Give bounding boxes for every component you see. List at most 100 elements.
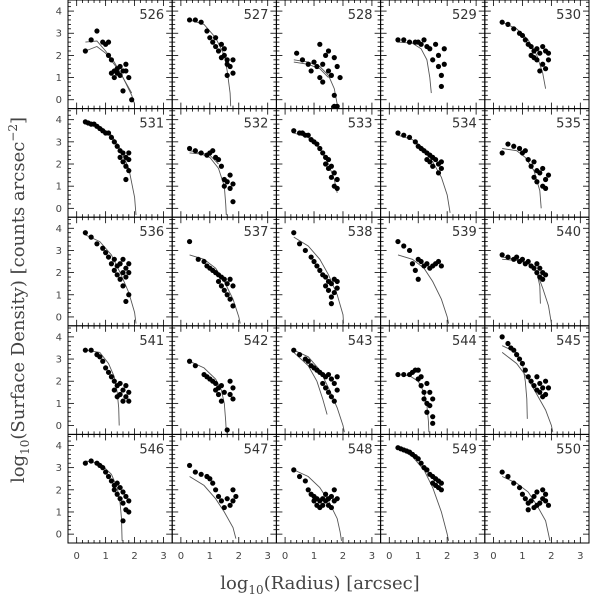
data-point xyxy=(204,28,210,34)
data-point xyxy=(111,256,117,262)
data-point xyxy=(111,378,117,384)
data-point xyxy=(406,247,413,254)
data-point xyxy=(224,292,230,298)
data-point xyxy=(296,241,303,247)
data-point xyxy=(210,480,216,486)
data-point xyxy=(108,478,115,484)
data-point xyxy=(123,163,129,169)
data-point xyxy=(412,139,418,145)
data-point xyxy=(192,17,198,23)
data-point xyxy=(525,507,531,513)
data-point xyxy=(519,256,526,262)
data-point xyxy=(221,46,227,52)
panel-527: 527 xyxy=(171,0,277,110)
data-point xyxy=(94,241,100,247)
data-point xyxy=(522,367,528,373)
data-point xyxy=(111,139,117,145)
data-point xyxy=(328,376,334,382)
x-tick-label: 2 xyxy=(131,551,137,562)
data-point xyxy=(126,74,132,81)
y-tick-label: 4 xyxy=(56,115,62,126)
data-point xyxy=(224,72,230,78)
data-point xyxy=(305,132,311,138)
x-tick-label: 3 xyxy=(369,551,375,562)
panel-number-label: 539 xyxy=(452,225,477,240)
panel-number-label: 545 xyxy=(556,334,581,349)
data-point xyxy=(323,274,329,280)
x-tick-label: 0 xyxy=(178,551,184,562)
data-point xyxy=(334,185,340,191)
data-point xyxy=(323,283,329,289)
data-point xyxy=(311,59,317,65)
data-point xyxy=(531,265,537,271)
data-point xyxy=(334,285,340,291)
data-point xyxy=(328,394,334,400)
data-point xyxy=(514,254,520,260)
data-point xyxy=(418,41,424,47)
data-point xyxy=(537,265,543,271)
y-tick-label: 3 xyxy=(56,355,62,366)
data-point xyxy=(100,358,106,364)
data-point xyxy=(511,347,517,353)
secondary-fit-line xyxy=(293,61,329,78)
data-point xyxy=(438,165,444,172)
panel-529: 529 xyxy=(380,0,486,110)
data-point xyxy=(542,176,549,183)
y-tick-label: 0 xyxy=(56,312,62,323)
data-point xyxy=(331,55,337,61)
data-point xyxy=(528,378,534,384)
x-axis-title-main: log xyxy=(220,573,248,594)
x-tick-label: 3 xyxy=(160,551,166,562)
panel-535: 535 xyxy=(484,108,590,218)
data-point xyxy=(218,283,225,289)
data-point xyxy=(105,130,112,136)
data-point xyxy=(331,487,337,493)
data-point xyxy=(334,387,340,393)
data-point xyxy=(320,150,326,156)
data-point xyxy=(519,32,526,39)
data-point xyxy=(120,489,126,495)
data-point xyxy=(430,414,436,420)
data-point xyxy=(401,371,407,378)
data-point xyxy=(126,292,132,298)
panel-number-label: 538 xyxy=(348,225,373,240)
data-point xyxy=(395,371,401,378)
data-point xyxy=(516,484,523,491)
x-tick-label: 1 xyxy=(311,551,317,562)
data-point xyxy=(126,168,132,174)
data-point xyxy=(331,92,337,98)
data-point xyxy=(88,234,94,240)
secondary-fit-line xyxy=(293,352,328,415)
data-point xyxy=(320,502,326,508)
data-point xyxy=(545,385,552,391)
y-tick-label: 1 xyxy=(56,507,62,518)
data-point xyxy=(325,68,332,74)
panel-546: 0 1 2 3 4 0 1 2 3 546 xyxy=(56,433,173,562)
data-point xyxy=(328,174,334,180)
data-point xyxy=(525,374,531,380)
y-tick-label: 2 xyxy=(56,160,62,171)
data-point xyxy=(314,263,320,269)
data-point xyxy=(499,334,505,340)
data-point xyxy=(218,498,225,504)
data-point xyxy=(108,374,115,380)
data-point xyxy=(545,502,552,508)
panel-526: 0 1 2 3 4 526 xyxy=(56,0,173,110)
data-point xyxy=(123,68,129,74)
y-tick-label: 0 xyxy=(56,421,62,432)
data-point xyxy=(438,83,444,90)
data-point xyxy=(117,276,123,282)
y-axis-title: log10(Surface Density) [counts arcsec−2] xyxy=(6,117,32,483)
data-point xyxy=(230,396,236,402)
data-point xyxy=(505,21,511,27)
data-point xyxy=(120,500,126,506)
data-point xyxy=(126,261,132,267)
y-tick-label: 1 xyxy=(56,290,62,301)
data-point xyxy=(435,52,442,59)
data-point xyxy=(542,185,549,191)
data-point xyxy=(114,143,120,149)
data-point xyxy=(218,383,225,389)
data-point xyxy=(117,72,123,78)
model-fit-line xyxy=(397,134,451,213)
